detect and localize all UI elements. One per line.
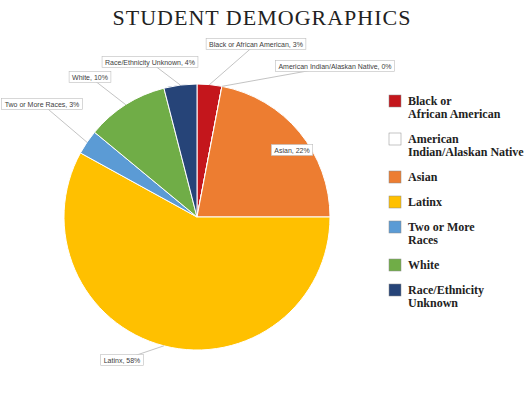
legend-label: White <box>408 258 440 272</box>
pie-slices <box>64 84 330 350</box>
label-box <box>102 57 198 68</box>
label-box <box>101 355 144 366</box>
legend-swatch <box>389 95 401 107</box>
legend-swatch <box>389 259 401 271</box>
data-label: Black or African American, 3% <box>209 41 303 48</box>
legend-swatch <box>389 171 401 183</box>
label-box <box>271 145 312 156</box>
legend-swatch <box>389 196 401 208</box>
legend-swatch <box>389 284 401 296</box>
legend-label: AmericanIndian/Alaskan Native <box>408 132 524 159</box>
data-label: American Indian/Alaskan Native, 0% <box>278 63 391 70</box>
data-label: Latinx, 58% <box>104 357 141 364</box>
pie-slice <box>164 84 197 217</box>
data-labels: Black or African American, 3% American In… <box>2 39 395 366</box>
legend-label: Black orAfrican American <box>408 94 501 121</box>
label-box <box>69 72 111 83</box>
chart: STUDENT DEMOGRAPHICS Black or African Ame… <box>0 0 525 399</box>
label-box <box>275 61 394 72</box>
legend-swatch <box>389 133 401 145</box>
leader-line <box>210 44 256 85</box>
legend-label: Asian <box>408 170 438 184</box>
label-box <box>2 99 83 110</box>
label-box <box>206 39 306 50</box>
legend-label: Race/EthnicityUnknown <box>408 283 484 310</box>
legend-swatch <box>389 221 401 233</box>
data-label: Race/Ethnicity Unknown, 4% <box>105 59 195 67</box>
data-label: Asian, 22% <box>274 147 309 154</box>
data-label: White, 10% <box>72 74 108 81</box>
data-label: Two or More Races, 3% <box>5 101 80 108</box>
legend-label: Latinx <box>408 195 442 209</box>
pie-slice <box>197 86 330 217</box>
legend-label: Two or MoreRaces <box>408 220 475 247</box>
chart-title: STUDENT DEMOGRAPHICS <box>113 5 412 30</box>
legend: Black orAfrican American AmericanIndian/A… <box>389 94 524 310</box>
